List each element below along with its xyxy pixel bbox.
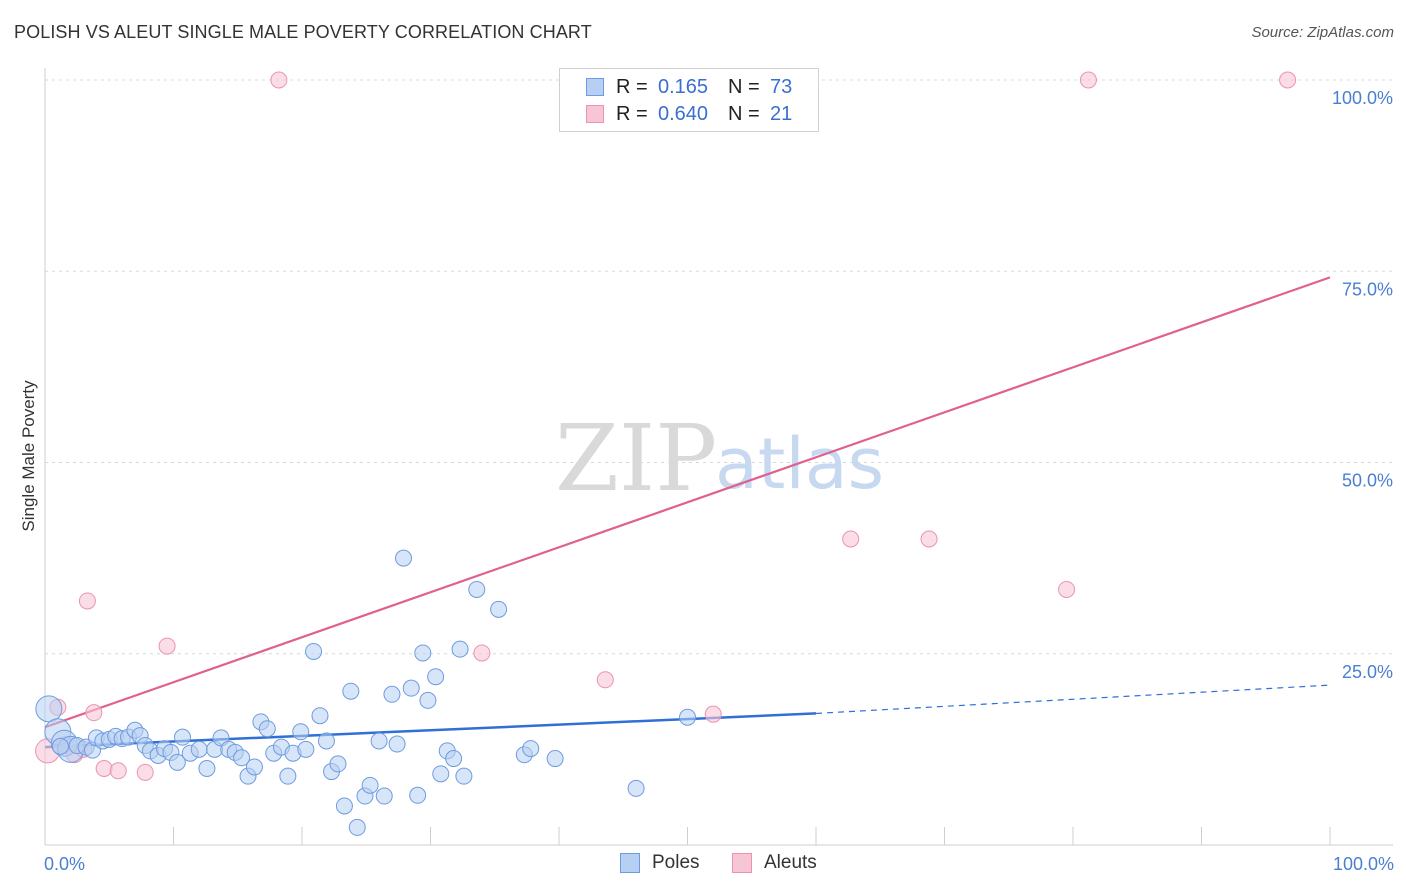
poles-trend-extension (815, 684, 1331, 715)
poles-point-70 (627, 779, 645, 797)
poles-point-33 (258, 720, 276, 738)
poles-point-66 (490, 600, 508, 618)
aleuts-point-13 (596, 671, 614, 689)
aleuts-point-10 (158, 637, 176, 655)
aleuts-point-15 (842, 530, 860, 548)
aleuts-point-12 (473, 644, 491, 662)
poles-point-46 (342, 682, 360, 700)
poles-point-47 (348, 818, 366, 836)
poles-point-72 (51, 737, 69, 755)
aleuts-swatch (586, 105, 604, 123)
legend-r-label: R = (616, 102, 648, 125)
legend-n-value: 21 (770, 102, 793, 125)
watermark-zip: ZIP (555, 405, 717, 512)
legend-item-aleuts[interactable]: Aleuts (732, 852, 817, 874)
poles-legend-swatch (620, 853, 640, 873)
y-tick-label-75: 75.0% (1342, 279, 1393, 299)
source-label: Source: ZipAtlas.com (1251, 24, 1394, 41)
aleuts-trend-line (44, 276, 1331, 729)
poles-point-64 (455, 767, 473, 785)
legend-n-value: 73 (770, 75, 793, 98)
poles-point-38 (292, 723, 310, 741)
series-legend: Poles Aleuts (0, 852, 1406, 878)
legend-n-label: N = (728, 75, 760, 98)
aleuts-point-17 (1058, 580, 1076, 598)
poles-point-39 (297, 740, 315, 758)
poles-points (35, 549, 696, 836)
legend-row-aleuts: R = 0.640 N = 21 (586, 102, 792, 126)
aleuts-legend-swatch (732, 853, 752, 873)
legend-r-value: 0.165 (658, 75, 709, 98)
y-tick-label-100: 100.0% (1332, 88, 1393, 108)
legend-r-value: 0.640 (658, 102, 709, 125)
y-tick-label-25: 25.0% (1342, 662, 1393, 682)
aleuts-point-7 (95, 760, 113, 777)
poles-point-65 (468, 580, 486, 598)
y-axis-label: Single Male Poverty (19, 380, 38, 532)
stats-legend: R = 0.165 N = 73 R = 0.640 N = 21 (559, 68, 819, 132)
aleuts-point-9 (136, 763, 154, 781)
poles-point-57 (414, 644, 432, 662)
poles-point-21 (173, 728, 191, 746)
trend-lines (44, 276, 1331, 749)
poles-point-50 (370, 732, 388, 750)
poles-point-36 (279, 767, 297, 785)
poles-point-69 (546, 750, 564, 768)
aleuts-point-5 (78, 592, 96, 610)
y-tick-label-50: 50.0% (1342, 471, 1393, 491)
legend-n-label: N = (728, 102, 760, 125)
legend-item-poles[interactable]: Poles (620, 852, 700, 874)
y-tick-labels: 25.0% 50.0% 75.0% 100.0% (1332, 88, 1393, 682)
poles-point-71 (679, 708, 696, 726)
poles-point-31 (245, 758, 263, 776)
poles-point-56 (409, 786, 427, 804)
aleuts-point-16 (920, 530, 938, 548)
x-tick-label-left: 0.0% (44, 854, 85, 874)
poles-point-63 (451, 640, 469, 658)
poles-point-49 (361, 776, 379, 794)
poles-point-68 (522, 740, 540, 758)
poles-point-58 (419, 691, 437, 709)
aleuts-legend-label: Aleuts (764, 852, 817, 873)
legend-row-poles: R = 0.165 N = 73 (586, 75, 792, 99)
poles-point-54 (395, 549, 413, 567)
aleuts-point-19 (1279, 71, 1297, 89)
poles-point-45 (335, 797, 353, 815)
poles-point-23 (190, 740, 208, 758)
poles-point-55 (402, 679, 420, 697)
poles-point-53 (388, 735, 406, 753)
x-tick-label-right: 100.0% (1333, 854, 1394, 874)
poles-point-24 (198, 760, 216, 777)
poles-point-20 (168, 753, 186, 771)
legend-r-label: R = (616, 75, 648, 98)
aleuts-point-6 (85, 704, 103, 722)
aleuts-point-8 (109, 762, 127, 780)
poles-swatch (586, 78, 604, 96)
aleuts-point-11 (270, 71, 288, 89)
poles-point-52 (383, 685, 401, 703)
poles-point-0 (35, 695, 63, 723)
aleuts-point-18 (1079, 71, 1097, 89)
poles-point-41 (311, 707, 329, 725)
poles-point-40 (305, 642, 323, 660)
x-tick-labels: 0.0% 100.0% (44, 854, 1394, 874)
aleuts-point-14 (704, 705, 722, 723)
poles-point-51 (375, 787, 393, 805)
grid-lines (45, 79, 1393, 655)
chart-title: POLISH VS ALEUT SINGLE MALE POVERTY CORR… (14, 22, 592, 42)
poles-point-44 (329, 755, 347, 773)
watermark: ZIP atlas (555, 405, 884, 512)
poles-point-62 (445, 750, 463, 768)
poles-point-60 (432, 765, 450, 783)
poles-legend-label: Poles (652, 852, 700, 873)
poles-point-29 (233, 749, 251, 767)
poles-point-59 (427, 668, 445, 686)
poles-point-42 (317, 732, 335, 750)
